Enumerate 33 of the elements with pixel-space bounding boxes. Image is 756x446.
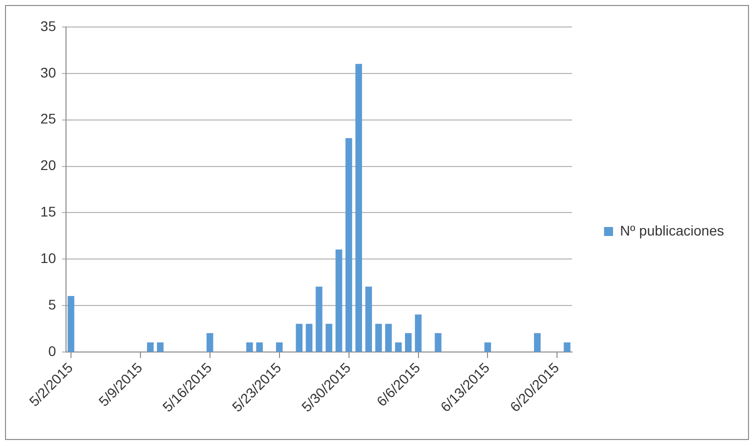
- bar: [276, 342, 283, 352]
- bar: [375, 324, 382, 352]
- bar: [156, 342, 164, 352]
- bar: [564, 342, 570, 352]
- bar: [414, 314, 422, 352]
- y-tick-label: 0: [48, 342, 56, 359]
- y-tick-label: 25: [40, 110, 56, 127]
- bar: [68, 296, 74, 352]
- bar: [336, 250, 342, 352]
- y-tick-label: 30: [40, 64, 56, 80]
- bar: [385, 324, 392, 352]
- bar: [256, 342, 263, 352]
- y-tick-label: 35: [40, 18, 56, 34]
- y-tick-label: 5: [48, 296, 56, 312]
- y-tick-label: 20: [40, 157, 56, 174]
- bar: [434, 333, 442, 352]
- bar: [534, 333, 541, 352]
- y-tick-label: 15: [40, 204, 56, 220]
- bar: [206, 333, 214, 352]
- bar: [296, 324, 303, 352]
- bar: [147, 342, 154, 352]
- bar: [306, 324, 312, 352]
- bar: [484, 342, 492, 352]
- bar: [405, 333, 412, 352]
- y-tick-label: 10: [40, 250, 56, 266]
- bar: [345, 138, 352, 352]
- bar: [395, 342, 402, 352]
- bar: [316, 286, 322, 352]
- bar: [365, 286, 372, 352]
- bar: [326, 324, 332, 352]
- bar: [246, 342, 253, 352]
- legend-label: Nº publicaciones: [620, 222, 724, 238]
- bar: [355, 64, 362, 352]
